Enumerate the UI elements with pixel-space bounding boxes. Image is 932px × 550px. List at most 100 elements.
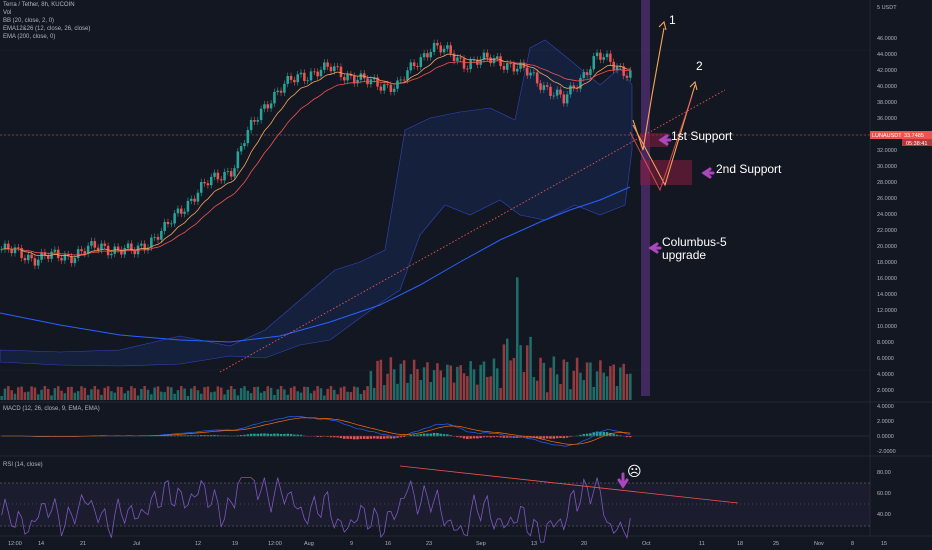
time-tick: 21 [80, 541, 86, 547]
volume-bar [619, 367, 622, 400]
volume-bar [519, 345, 522, 400]
currency-label: 5 USDT [877, 5, 897, 11]
volume-bar [296, 391, 299, 400]
candle-body [279, 90, 283, 93]
volume-bar [110, 391, 113, 400]
volume-bar [193, 386, 196, 400]
volume-bar [466, 376, 469, 400]
macd-bar [582, 434, 586, 437]
volume-bar [496, 368, 499, 400]
macd-bar [436, 433, 439, 437]
volume-bar [409, 374, 413, 400]
volume-bar [512, 357, 516, 400]
price-tick: 14.0000 [877, 292, 897, 298]
volume-bar [80, 386, 83, 400]
macd-bar [209, 435, 213, 437]
candle-body [13, 247, 17, 254]
macd-bar [206, 435, 210, 437]
time-tick: 16 [385, 541, 391, 547]
volume-bar [419, 380, 423, 400]
price-tick: 2.0000 [877, 388, 894, 394]
volume-bar [392, 369, 396, 400]
macd-bar [429, 433, 433, 437]
candle-body [399, 79, 403, 81]
volume-bar [372, 387, 376, 400]
candle-countdown: 05:38:41 [906, 141, 927, 147]
macd-bar [519, 436, 522, 438]
candle-body [599, 52, 602, 60]
candle-body [27, 254, 30, 261]
support-box-1 [640, 133, 668, 147]
price-tick: 20.0000 [877, 244, 897, 250]
volume-bar [150, 394, 153, 400]
macd-bar [449, 435, 452, 437]
macd-bar [466, 436, 469, 439]
candle-body [17, 247, 20, 249]
volume-bar [379, 359, 383, 400]
candle-body [619, 66, 622, 68]
macd-bar [276, 433, 280, 437]
macd-bar [409, 434, 413, 437]
macd-bar [399, 436, 403, 438]
volume-bar [386, 373, 389, 400]
macd-bar [259, 433, 263, 437]
volume-bar [396, 383, 399, 400]
candle-body [316, 71, 319, 77]
volume-bar [86, 394, 90, 400]
candle-body [552, 95, 556, 97]
time-tick: 12:00 [268, 541, 282, 547]
volume-bar [552, 356, 556, 400]
volume-bar [525, 345, 529, 400]
macd-tick: 4.0000 [877, 404, 894, 410]
volume-bar [126, 390, 130, 400]
macd-bar [609, 432, 612, 437]
price-tick: 38.0000 [877, 100, 897, 106]
candle-body [60, 258, 63, 261]
volume-bar [382, 385, 386, 400]
macd-bar [602, 432, 605, 437]
candle-body [496, 56, 499, 59]
candle-body [382, 84, 386, 91]
candle-body [629, 70, 632, 78]
macd-bar [253, 433, 256, 437]
candle-body [372, 77, 376, 80]
macd-title: MACD (12, 26, close, 9, EMA, EMA) [3, 406, 100, 412]
volume-bar [449, 365, 452, 400]
volume-bar [209, 392, 213, 400]
time-tick: 9 [350, 541, 353, 547]
macd-bar [419, 434, 423, 437]
macd-bar [552, 436, 556, 439]
candle-body [46, 255, 50, 259]
macd-bar [462, 436, 466, 439]
candle-body [356, 79, 359, 84]
candle-body [299, 72, 303, 75]
macd-bar [279, 434, 283, 437]
time-tick: Jul [133, 541, 140, 547]
volume-bar [256, 386, 260, 400]
volume-bar [589, 362, 592, 400]
macd-bar [452, 436, 456, 437]
time-tick: 23 [426, 541, 432, 547]
volume-bar [532, 377, 536, 400]
candle-body [459, 57, 462, 59]
candle-body [326, 62, 329, 67]
volume-bar [442, 377, 446, 400]
macd-bar [506, 436, 509, 438]
volume-bar [113, 392, 117, 400]
volume-bar [70, 386, 73, 400]
volume-bar [479, 364, 482, 400]
candle-body [276, 90, 280, 92]
volume-bar [130, 386, 133, 400]
macd-bar [562, 436, 566, 439]
candle-body [163, 221, 166, 231]
volume-bar [515, 277, 519, 400]
macd-bar [369, 436, 373, 439]
time-tick: Oct [642, 541, 651, 547]
candle-body [166, 221, 170, 224]
volume-bar [73, 392, 77, 400]
volume-bar [36, 394, 40, 400]
macd-bar [459, 436, 462, 438]
macd-bar [359, 436, 363, 439]
volume-bar [582, 380, 586, 400]
